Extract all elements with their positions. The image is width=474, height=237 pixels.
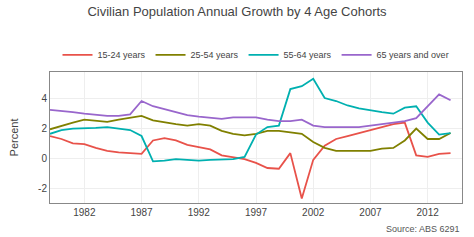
svg-text:1992: 1992 (188, 207, 211, 218)
svg-text:-2: -2 (38, 183, 47, 194)
svg-text:1982: 1982 (73, 207, 96, 218)
svg-text:2012: 2012 (417, 207, 440, 218)
svg-text:0: 0 (41, 153, 47, 164)
svg-text:65 years and over: 65 years and over (377, 50, 449, 60)
svg-text:1997: 1997 (245, 207, 268, 218)
svg-text:15-24 years: 15-24 years (98, 50, 146, 60)
svg-text:Source: ABS 6291: Source: ABS 6291 (386, 224, 460, 234)
svg-text:2: 2 (41, 123, 47, 134)
svg-text:25-54 years: 25-54 years (191, 50, 239, 60)
svg-text:4: 4 (41, 93, 47, 104)
svg-text:2007: 2007 (359, 207, 382, 218)
svg-text:1987: 1987 (130, 207, 153, 218)
svg-text:Percent: Percent (8, 119, 20, 157)
svg-text:Civilian Population Annual Gro: Civilian Population Annual Growth by 4 A… (87, 4, 387, 19)
svg-text:55-64 years: 55-64 years (284, 50, 332, 60)
svg-text:2002: 2002 (302, 207, 325, 218)
